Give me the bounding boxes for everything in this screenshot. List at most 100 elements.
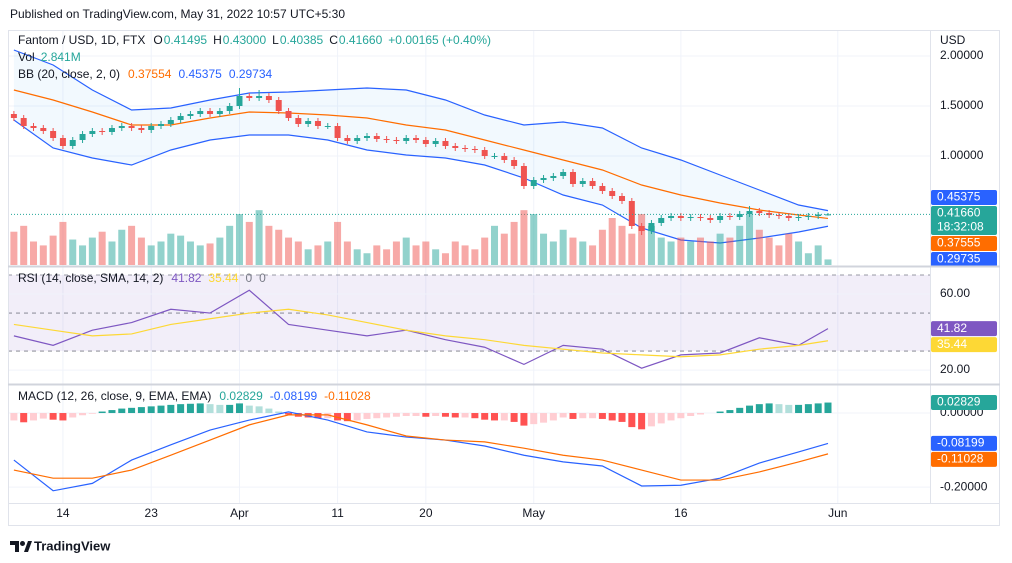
candle-body	[726, 216, 733, 217]
x-tick-label: 23	[145, 506, 159, 520]
ohlc-key: L	[272, 33, 279, 47]
volume-bar	[59, 221, 67, 265]
candle-body	[236, 96, 243, 106]
candle-body	[432, 141, 439, 144]
indicator-line	[13, 289, 829, 369]
macd-histogram-bar	[186, 403, 194, 414]
volume-bar	[569, 237, 577, 265]
volume-bar	[461, 245, 469, 265]
macd-histogram-bar	[39, 413, 47, 419]
macd-histogram-bar	[59, 413, 67, 421]
volume-bar	[314, 245, 322, 265]
candle-body	[128, 126, 135, 128]
volume-bar	[49, 235, 57, 265]
volume-bar	[677, 237, 685, 265]
ohlc-key: H	[213, 33, 222, 47]
axis-value-box	[931, 435, 997, 451]
axis-value-box	[931, 337, 997, 353]
macd-histogram-bar	[118, 408, 126, 414]
candle-body	[511, 160, 518, 166]
macd-histogram-bar	[245, 405, 253, 414]
candle-body	[775, 215, 782, 216]
volume-bar	[638, 214, 646, 265]
bb-value: 0.45375	[178, 67, 222, 81]
candle-body	[50, 131, 57, 138]
volume-bar	[500, 233, 508, 265]
volume-bar	[765, 237, 773, 265]
macd-histogram-bar	[814, 403, 822, 414]
candle-body	[334, 126, 341, 138]
macd-histogram-bar	[157, 405, 165, 414]
published-note: Published on TradingView.com, May 31, 20…	[10, 7, 345, 21]
rsi-value: 41.82	[171, 271, 201, 285]
y-tick-label: -0.20000	[940, 479, 988, 493]
volume-bar	[186, 241, 194, 265]
labels: 14 23 Apr 11 20 May 16 Jun 2.00000 1.50000 1.00000…	[18, 33, 997, 520]
macd-histogram-bar	[196, 403, 204, 414]
candle-body	[795, 217, 802, 218]
macd-histogram-bar	[167, 404, 175, 414]
volume-bar	[177, 235, 185, 265]
macd-histogram-bar	[540, 413, 548, 423]
candle-body	[805, 216, 812, 217]
volume-bar	[39, 245, 47, 265]
macd-histogram-bar	[559, 413, 567, 418]
volume-bar	[10, 231, 18, 265]
volume-title: Vol	[18, 50, 35, 64]
ohlc-value: 0.41495	[164, 33, 208, 47]
candle-body	[785, 216, 792, 218]
macd-histogram-bar	[804, 404, 812, 414]
candle-body	[766, 213, 773, 215]
macd-histogram-bar	[49, 413, 57, 420]
macd-histogram-bar	[137, 407, 145, 414]
volume-bar	[441, 253, 449, 265]
macd-histogram-bar	[69, 413, 77, 418]
macd-histogram-bar	[451, 413, 459, 418]
candle-body	[442, 141, 449, 146]
axis-value-box	[931, 451, 997, 467]
macd-histogram-bar	[520, 413, 528, 426]
candle-body	[619, 196, 626, 201]
volume-bar	[598, 229, 606, 265]
axis-value-box	[931, 206, 997, 235]
candle-body	[10, 114, 17, 118]
macd-histogram-bar	[20, 413, 28, 423]
candle-body	[314, 121, 321, 126]
candle-body	[69, 140, 76, 146]
macd-histogram-bar	[206, 404, 214, 414]
macd-histogram-bar	[334, 413, 342, 421]
macd-histogram-bar	[363, 413, 371, 419]
x-tick-label: 11	[331, 506, 344, 520]
volume-bar	[451, 241, 459, 265]
macd-histogram-bar	[696, 413, 704, 415]
countdown-label: 18:32:08	[937, 220, 984, 234]
macd-histogram-bar	[657, 413, 665, 424]
volume-bar	[88, 237, 96, 265]
logo-dot	[20, 541, 25, 546]
volume-bar	[402, 237, 410, 265]
rsi-value: 0	[245, 271, 252, 285]
volume-bar	[530, 214, 538, 265]
macd-line	[13, 414, 829, 481]
macd-histogram-bar	[638, 413, 646, 430]
volume-bar	[618, 225, 626, 265]
axis-value-label: -0.08199	[937, 436, 985, 450]
volume-bar	[804, 253, 812, 265]
volume-bar	[147, 245, 155, 265]
ohlc-value: 0.41660	[339, 33, 383, 47]
volume-bar	[235, 214, 243, 265]
macd-histogram-bar	[177, 404, 185, 414]
ohlc-value: 0.43000	[223, 33, 267, 47]
candle-body	[295, 118, 302, 124]
bb-fill	[13, 50, 828, 243]
candle-body	[59, 138, 66, 146]
macd-histogram-bar	[726, 410, 734, 414]
macd-histogram-bar	[500, 413, 508, 421]
volume-bar	[647, 225, 655, 265]
candle-body	[363, 136, 370, 138]
y-tick-label: 20.00	[940, 362, 970, 376]
macd-histogram-bar	[481, 413, 489, 420]
volume-bar	[608, 218, 616, 265]
